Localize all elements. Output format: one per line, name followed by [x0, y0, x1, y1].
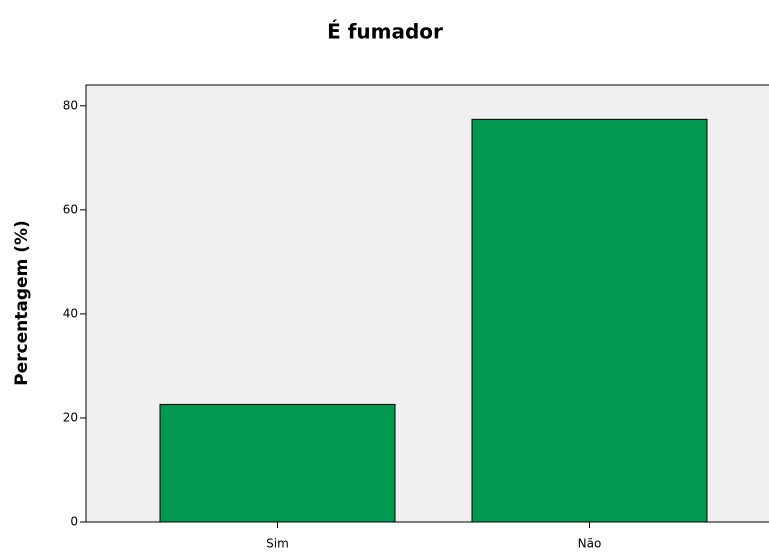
chart-title: É fumador	[327, 20, 443, 44]
y-tick-label: 0	[70, 515, 78, 529]
y-tick-label: 80	[63, 98, 78, 112]
bar	[159, 403, 396, 523]
x-tick-label: Não	[578, 537, 602, 551]
y-tick-label: 40	[63, 306, 78, 320]
y-tick-label: 20	[63, 410, 78, 424]
x-tick-label: Sim	[266, 537, 289, 551]
y-axis-label: Percentagem (%)	[12, 220, 32, 386]
y-tick-label: 60	[63, 202, 78, 216]
bar	[471, 118, 708, 523]
